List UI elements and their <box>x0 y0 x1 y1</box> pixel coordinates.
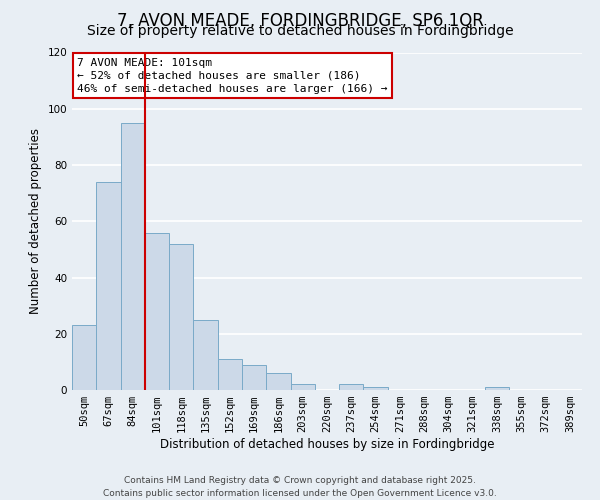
Bar <box>145 232 169 390</box>
Y-axis label: Number of detached properties: Number of detached properties <box>29 128 42 314</box>
Text: Size of property relative to detached houses in Fordingbridge: Size of property relative to detached ho… <box>86 24 514 38</box>
Bar <box>242 364 266 390</box>
Bar <box>290 384 315 390</box>
Bar <box>339 384 364 390</box>
Text: Contains HM Land Registry data © Crown copyright and database right 2025.
Contai: Contains HM Land Registry data © Crown c… <box>103 476 497 498</box>
Bar <box>169 244 193 390</box>
Bar <box>364 387 388 390</box>
Text: 7, AVON MEADE, FORDINGBRIDGE, SP6 1QR: 7, AVON MEADE, FORDINGBRIDGE, SP6 1QR <box>116 12 484 30</box>
Bar <box>72 326 96 390</box>
Bar <box>96 182 121 390</box>
Text: 7 AVON MEADE: 101sqm
← 52% of detached houses are smaller (186)
46% of semi-deta: 7 AVON MEADE: 101sqm ← 52% of detached h… <box>77 58 388 94</box>
X-axis label: Distribution of detached houses by size in Fordingbridge: Distribution of detached houses by size … <box>160 438 494 451</box>
Bar <box>121 123 145 390</box>
Bar <box>266 373 290 390</box>
Bar <box>485 387 509 390</box>
Bar <box>193 320 218 390</box>
Bar <box>218 359 242 390</box>
